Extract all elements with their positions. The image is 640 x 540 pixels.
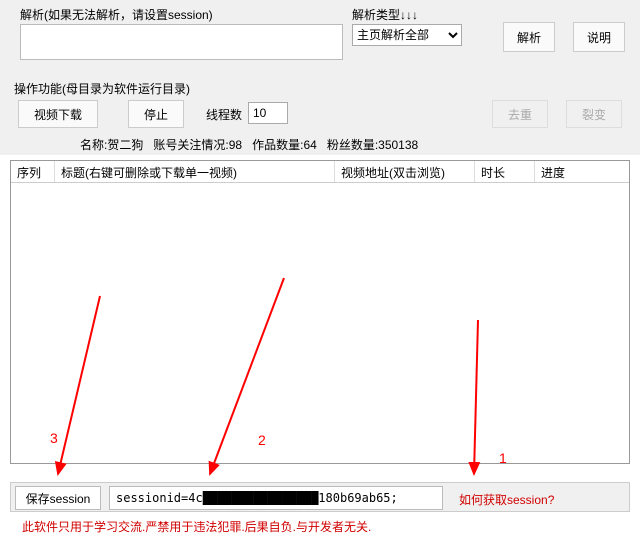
account-info-bar: 名称:贺二狗 账号关注情况:98 作品数量:64 粉丝数量:350138 [80,136,418,153]
session-bar: 保存session 如何获取session? [10,482,630,512]
info-fans-value: 350138 [378,138,418,152]
table-body[interactable] [11,183,629,464]
stop-button[interactable]: 停止 [128,100,184,128]
split-button[interactable]: 裂变 [566,100,622,128]
parse-button[interactable]: 解析 [503,22,555,52]
dedup-button[interactable]: 去重 [492,100,548,128]
info-name-label: 名称: [80,138,107,152]
disclaimer-text: 此软件只用于学习交流.严禁用于违法犯罪.后果自负.与开发者无关. [22,518,371,535]
info-follow-value: 98 [229,138,242,152]
session-input[interactable] [109,486,443,510]
parse-type-select[interactable]: 主页解析全部 [352,24,462,46]
table-column-header[interactable]: 标题(右键可删除或下载单一视频) [55,161,335,182]
how-to-get-session-link[interactable]: 如何获取session? [459,491,554,508]
url-input[interactable] [20,24,343,60]
info-works-label: 作品数量: [252,138,303,152]
download-button[interactable]: 视频下载 [18,100,98,128]
thread-count-label: 线程数 [206,106,242,123]
ops-section-label: 操作功能(母目录为软件运行目录) [14,80,190,97]
table-column-header[interactable]: 视频地址(双击浏览) [335,161,475,182]
video-table[interactable]: 序列标题(右键可删除或下载单一视频)视频地址(双击浏览)时长进度 [10,160,630,464]
info-follow-label: 账号关注情况: [153,138,228,152]
help-button[interactable]: 说明 [573,22,625,52]
info-works-value: 64 [303,138,316,152]
table-column-header[interactable]: 进度 [535,161,605,182]
parse-section-label: 解析(如果无法解析，请设置session) [20,6,213,23]
table-column-header[interactable]: 序列 [11,161,55,182]
save-session-button[interactable]: 保存session [15,486,101,510]
table-column-header[interactable]: 时长 [475,161,535,182]
info-name-value: 贺二狗 [107,138,143,152]
parse-type-label: 解析类型↓↓↓ [352,6,418,23]
info-fans-label: 粉丝数量: [327,138,378,152]
table-header: 序列标题(右键可删除或下载单一视频)视频地址(双击浏览)时长进度 [11,161,629,183]
thread-count-input[interactable] [248,102,288,124]
